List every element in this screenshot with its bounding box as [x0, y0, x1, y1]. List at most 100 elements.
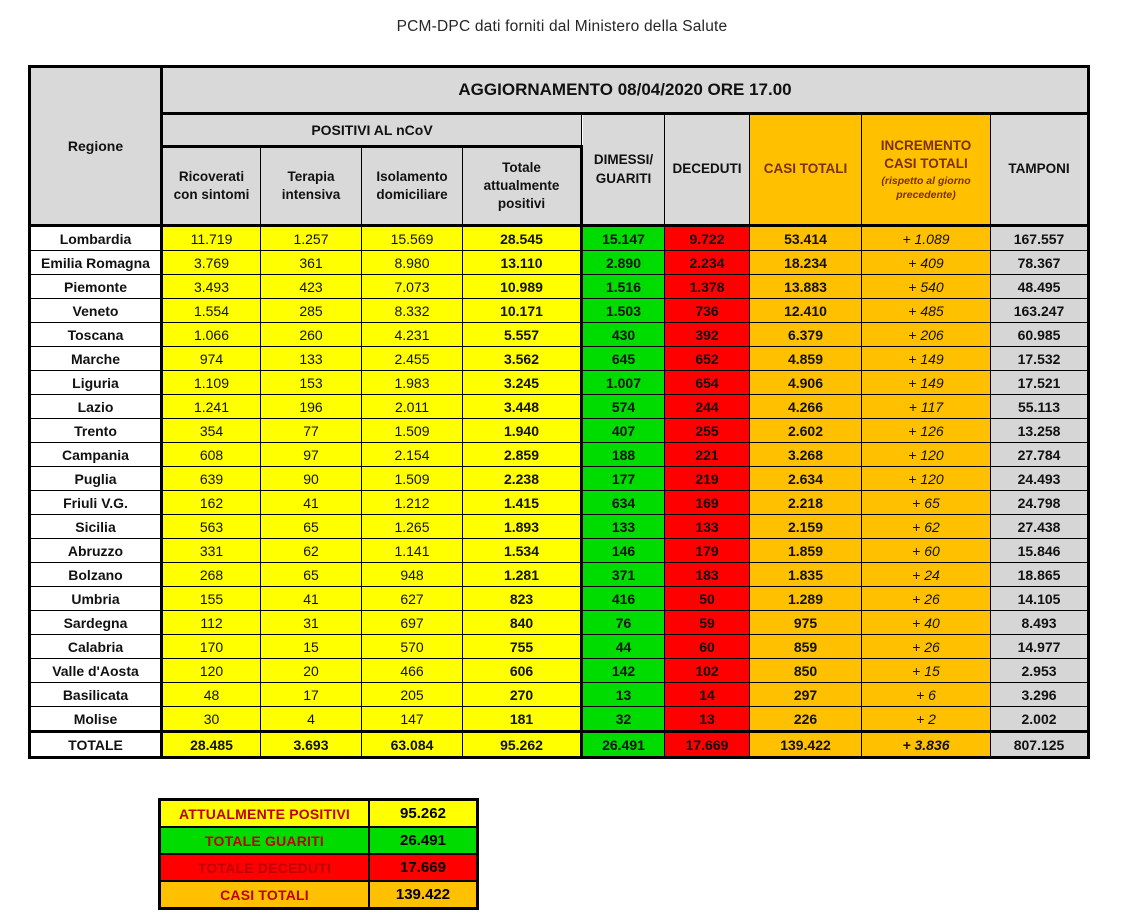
guariti-value: 26.491: [581, 730, 665, 758]
region-name: Puglia: [29, 466, 163, 491]
totale-positivi-value: 2.238: [462, 466, 583, 491]
summary-row: ATTUALMENTE POSITIVI 95.262: [158, 798, 479, 828]
region-name: Piemonte: [29, 274, 163, 299]
tamponi-value: 17.521: [989, 370, 1090, 395]
casi-totali-value: 2.634: [749, 466, 862, 491]
summary-label: CASI TOTALI: [158, 880, 370, 910]
header-ricoverati: Ricoverati con sintomi: [161, 146, 261, 227]
tamponi-value: 3.296: [989, 682, 1090, 707]
deceduti-value: 736: [664, 298, 750, 323]
incremento-value: + 26: [861, 586, 991, 611]
header-casi-totali: CASI TOTALI: [749, 113, 862, 227]
terapia-value: 65: [260, 514, 362, 539]
incremento-value: + 409: [861, 250, 991, 275]
deceduti-value: 59: [664, 610, 750, 635]
deceduti-value: 14: [664, 682, 750, 707]
isolamento-value: 147: [361, 706, 463, 732]
casi-totali-value: 139.422: [749, 730, 862, 758]
summary-value: 17.669: [368, 853, 479, 882]
totale-positivi-value: 840: [462, 610, 583, 635]
summary-label: TOTALE GUARITI: [158, 826, 370, 855]
incremento-value: + 120: [861, 466, 991, 491]
ricoverati-value: 1.554: [161, 298, 261, 323]
isolamento-value: 1.265: [361, 514, 463, 539]
totale-positivi-value: 1.281: [462, 562, 583, 587]
table-row: Sicilia 563 65 1.265 1.893 133 133 2.159 + 62 27.…: [29, 514, 1090, 539]
region-name: TOTALE: [29, 730, 163, 758]
ricoverati-value: 170: [161, 634, 261, 659]
region-name: Abruzzo: [29, 538, 163, 563]
isolamento-value: 697: [361, 610, 463, 635]
deceduti-value: 255: [664, 418, 750, 443]
deceduti-value: 219: [664, 466, 750, 491]
isolamento-value: 205: [361, 682, 463, 707]
table-row: Sardegna 112 31 697 840 76 59 975 + 40 8.493: [29, 610, 1090, 635]
tamponi-value: 14.105: [989, 586, 1090, 611]
table-row: Basilicata 48 17 205 270 13 14 297 + 6 3.296: [29, 682, 1090, 707]
table-row: Friuli V.G. 162 41 1.212 1.415 634 169 2.218 + 6…: [29, 490, 1090, 515]
incremento-value: + 117: [861, 394, 991, 419]
ricoverati-value: 30: [161, 706, 261, 732]
terapia-value: 15: [260, 634, 362, 659]
deceduti-value: 17.669: [664, 730, 750, 758]
region-name: Marche: [29, 346, 163, 371]
region-name: Campania: [29, 442, 163, 467]
table-row: Liguria 1.109 153 1.983 3.245 1.007 654 4.906 + …: [29, 370, 1090, 395]
casi-totali-value: 6.379: [749, 322, 862, 347]
isolamento-value: 1.212: [361, 490, 463, 515]
tamponi-value: 2.002: [989, 706, 1090, 732]
ricoverati-value: 112: [161, 610, 261, 635]
isolamento-value: 1.141: [361, 538, 463, 563]
isolamento-value: 2.011: [361, 394, 463, 419]
terapia-value: 4: [260, 706, 362, 732]
ricoverati-value: 162: [161, 490, 261, 515]
incremento-value: + 40: [861, 610, 991, 635]
region-name: Umbria: [29, 586, 163, 611]
page-title: PCM-DPC dati forniti dal Ministero della…: [396, 18, 728, 35]
totale-positivi-value: 5.557: [462, 322, 583, 347]
region-name: Basilicata: [29, 682, 163, 707]
terapia-value: 97: [260, 442, 362, 467]
guariti-value: 133: [581, 514, 665, 539]
casi-totali-value: 12.410: [749, 298, 862, 323]
table-row: Marche 974 133 2.455 3.562 645 652 4.859 + 149 17…: [29, 346, 1090, 371]
casi-totali-value: 850: [749, 658, 862, 683]
tamponi-value: 17.532: [989, 346, 1090, 371]
region-name: Molise: [29, 706, 163, 732]
ricoverati-value: 120: [161, 658, 261, 683]
tamponi-value: 18.865: [989, 562, 1090, 587]
total-row: TOTALE 28.485 3.693 63.084 95.262 26.491 17.66…: [29, 730, 1090, 758]
totale-positivi-value: 1.893: [462, 514, 583, 539]
isolamento-value: 8.332: [361, 298, 463, 323]
isolamento-value: 627: [361, 586, 463, 611]
totale-positivi-value: 181: [462, 706, 583, 732]
isolamento-value: 466: [361, 658, 463, 683]
region-name: Sicilia: [29, 514, 163, 539]
totale-positivi-value: 755: [462, 634, 583, 659]
incremento-value: + 65: [861, 490, 991, 515]
table-row: Campania 608 97 2.154 2.859 188 221 3.268 + 120 2…: [29, 442, 1090, 467]
incremento-value: + 62: [861, 514, 991, 539]
casi-totali-value: 975: [749, 610, 862, 635]
incremento-value: + 15: [861, 658, 991, 683]
ricoverati-value: 608: [161, 442, 261, 467]
guariti-value: 44: [581, 634, 665, 659]
guariti-value: 1.503: [581, 298, 665, 323]
tamponi-value: 807.125: [989, 730, 1090, 758]
tamponi-value: 15.846: [989, 538, 1090, 563]
terapia-value: 285: [260, 298, 362, 323]
incremento-value: + 6: [861, 682, 991, 707]
casi-totali-value: 13.883: [749, 274, 862, 299]
deceduti-value: 244: [664, 394, 750, 419]
casi-totali-value: 2.218: [749, 490, 862, 515]
totale-positivi-value: 270: [462, 682, 583, 707]
deceduti-value: 652: [664, 346, 750, 371]
table-row: Calabria 170 15 570 755 44 60 859 + 26 14.977: [29, 634, 1090, 659]
deceduti-value: 9.722: [664, 225, 750, 251]
deceduti-value: 13: [664, 706, 750, 732]
totale-positivi-value: 3.245: [462, 370, 583, 395]
guariti-value: 407: [581, 418, 665, 443]
header-deceduti: DECEDUTI: [664, 113, 750, 227]
terapia-value: 90: [260, 466, 362, 491]
ricoverati-value: 1.066: [161, 322, 261, 347]
